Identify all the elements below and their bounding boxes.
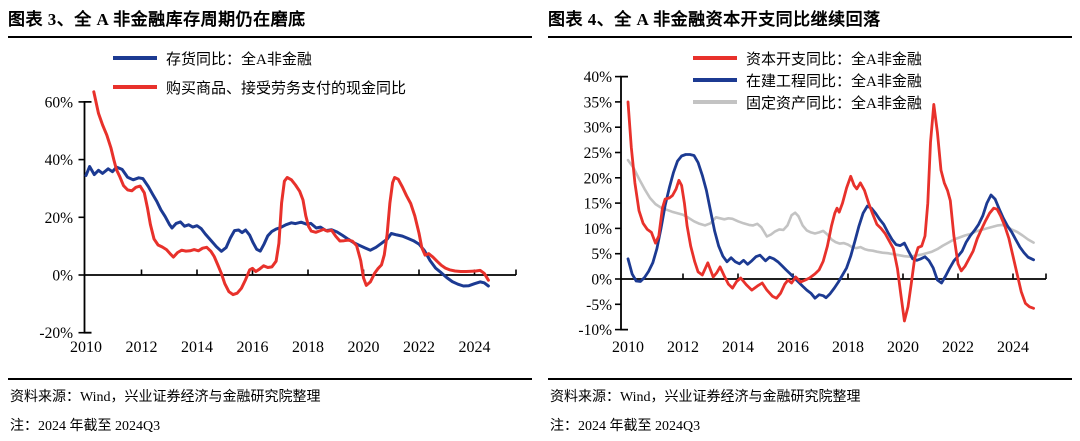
blue-line-swatch: [693, 78, 737, 82]
legend-item-construction-yoy: 在建工程同比：全A非金融: [693, 70, 922, 90]
legend-label: 资本开支同比：全A非金融: [746, 51, 922, 68]
svg-text:10%: 10%: [584, 221, 613, 238]
svg-text:2010: 2010: [612, 339, 644, 356]
svg-text:40%: 40%: [45, 152, 74, 169]
legend-label: 在建工程同比：全A非金融: [746, 73, 922, 90]
svg-text:2020: 2020: [887, 339, 919, 356]
legend-item-inventory-yoy: 存货同比：全A非金融: [113, 48, 312, 68]
svg-text:2018: 2018: [292, 339, 324, 356]
svg-text:25%: 25%: [584, 145, 613, 162]
source-divider: [8, 378, 532, 380]
svg-text:2012: 2012: [667, 339, 699, 356]
svg-text:-20%: -20%: [39, 325, 73, 342]
svg-text:-5%: -5%: [586, 297, 612, 314]
red-line-swatch: [113, 85, 157, 89]
figure-3-panel: 图表 3、全 A 非金融库存周期仍在磨底 60% 40% 20% 0% -20% 2010…: [8, 10, 532, 434]
svg-text:2022: 2022: [403, 339, 435, 356]
svg-text:40%: 40%: [584, 69, 613, 86]
svg-text:2018: 2018: [832, 339, 864, 356]
svg-text:5%: 5%: [591, 246, 612, 263]
source-divider: [548, 378, 1072, 380]
svg-text:2020: 2020: [348, 339, 380, 356]
figure-3-title: 图表 3、全 A 非金融库存周期仍在磨底: [8, 10, 306, 29]
legend-item-fixed-assets-yoy: 固定资产同比：全A非金融: [693, 92, 922, 112]
svg-text:15%: 15%: [584, 196, 613, 213]
figure-4-panel: 图表 4、全 A 非金融资本开支同比继续回落 40% 35% 30% 25% 20% 15…: [540, 0, 1080, 441]
legend-item-capex-yoy: 资本开支同比：全A非金融: [693, 48, 922, 68]
blue-line-swatch: [113, 56, 157, 60]
svg-text:60%: 60%: [45, 94, 74, 111]
svg-text:2016: 2016: [237, 339, 269, 356]
red-line-swatch: [693, 56, 737, 60]
svg-text:0%: 0%: [591, 272, 612, 289]
svg-text:2024: 2024: [459, 339, 491, 356]
figure-4-note: 注：2024 年截至 2024Q3: [550, 419, 701, 434]
svg-text:2016: 2016: [777, 339, 809, 356]
figure-4-chart: 40% 35% 30% 25% 20% 15% 10% 5% 0% -5% -10%2010 2012…: [578, 69, 1047, 356]
svg-text:35%: 35%: [584, 94, 613, 111]
svg-text:2024: 2024: [997, 339, 1029, 356]
svg-text:2022: 2022: [942, 339, 974, 356]
svg-text:2012: 2012: [126, 339, 158, 356]
svg-text:2010: 2010: [70, 339, 102, 356]
legend-label: 购买商品、接受劳务支付的现金同比: [166, 80, 407, 97]
figure-4-source: 资料来源：Wind，兴业证券经济与金融研究院整理: [550, 390, 861, 405]
svg-text:30%: 30%: [584, 120, 613, 137]
gray-line-swatch: [693, 100, 737, 104]
title-divider: [8, 36, 532, 38]
figure-3-note: 注：2024 年截至 2024Q3: [10, 419, 161, 434]
svg-text:-10%: -10%: [578, 322, 612, 339]
legend-item-cash-paid-yoy: 购买商品、接受劳务支付的现金同比: [113, 77, 406, 97]
svg-text:20%: 20%: [45, 210, 74, 227]
svg-text:2014: 2014: [181, 339, 213, 356]
svg-text:2014: 2014: [722, 339, 754, 356]
title-divider: [548, 36, 1072, 38]
legend-label: 存货同比：全A非金融: [166, 51, 312, 68]
figure-3-source: 资料来源：Wind，兴业证券经济与金融研究院整理: [10, 390, 321, 405]
legend-label: 固定资产同比：全A非金融: [746, 95, 922, 112]
figure-3-chart: 60% 40% 20% 0% -20%2010 2012 2014 2016 2018 2020 2…: [39, 90, 517, 356]
svg-text:20%: 20%: [584, 170, 613, 187]
figure-4-title: 图表 4、全 A 非金融资本开支同比继续回落: [548, 10, 881, 29]
svg-text:0%: 0%: [52, 268, 73, 285]
